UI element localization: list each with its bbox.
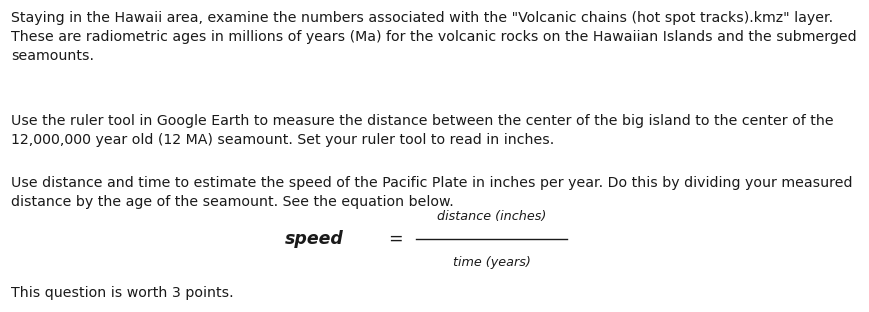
Text: speed: speed: [284, 230, 343, 248]
Text: time (years): time (years): [452, 256, 530, 270]
Text: distance (inches): distance (inches): [436, 210, 546, 223]
Text: This question is worth 3 points.: This question is worth 3 points.: [11, 286, 234, 300]
Text: Staying in the Hawaii area, examine the numbers associated with the "Volcanic ch: Staying in the Hawaii area, examine the …: [11, 11, 856, 63]
Text: =: =: [388, 230, 402, 248]
Text: Use distance and time to estimate the speed of the Pacific Plate in inches per y: Use distance and time to estimate the sp…: [11, 176, 852, 209]
Text: Use the ruler tool in Google Earth to measure the distance between the center of: Use the ruler tool in Google Earth to me…: [11, 114, 833, 147]
